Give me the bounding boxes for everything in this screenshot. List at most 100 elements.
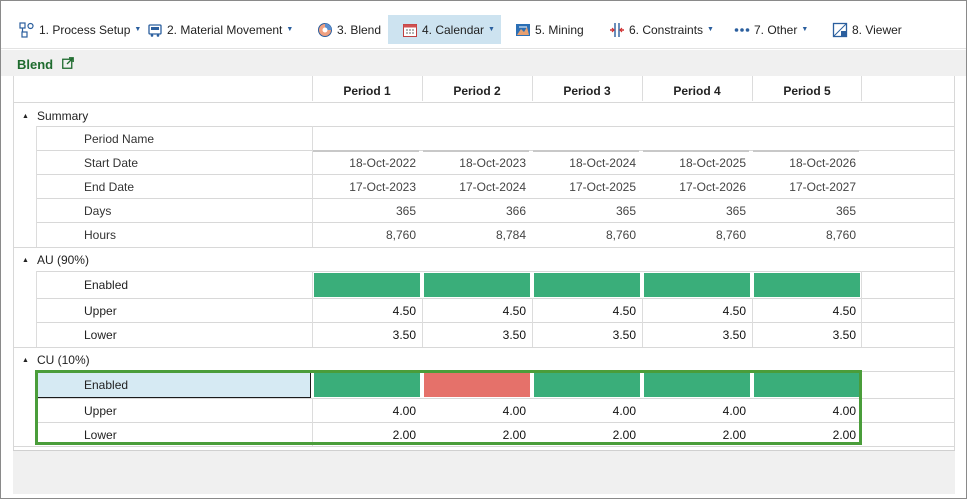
calendar-icon [402, 22, 418, 38]
cu-upper-label: Upper [84, 404, 117, 418]
start-date-cell[interactable]: 18-Oct-2023 [459, 156, 526, 170]
calendar-menu[interactable]: 4. Calendar ▼ [388, 15, 501, 44]
start-date-cell[interactable]: 18-Oct-2025 [679, 156, 746, 170]
column-divider [752, 298, 753, 347]
constraints-menu[interactable]: 6. Constraints ▼ [609, 15, 715, 44]
period-2-header[interactable]: Period 2 [453, 84, 501, 98]
selection-outline [35, 370, 862, 445]
au-lower-cell[interactable]: 3.50 [832, 328, 856, 342]
chevron-down-icon: ▼ [286, 26, 294, 33]
viewer-menu[interactable]: 8. Viewer [832, 15, 904, 44]
au-enabled-cell[interactable] [314, 273, 420, 297]
cu-lower-cell[interactable]: 2.00 [392, 428, 416, 442]
selected-row-label-cell[interactable] [36, 372, 311, 398]
row-divider [14, 102, 954, 103]
blend-menu[interactable]: 3. Blend [317, 15, 381, 44]
cu-upper-cell[interactable]: 4.00 [612, 404, 636, 418]
au-enabled-cell[interactable] [534, 273, 640, 297]
hours-cell[interactable]: 8,760 [605, 228, 636, 242]
row-divider [36, 126, 954, 127]
chevron-down-icon: ▼ [488, 26, 495, 33]
period-1-header[interactable]: Period 1 [343, 84, 391, 98]
toolbar: 1. Process Setup ▼ 2. Material Movement … [1, 1, 966, 49]
column-divider [532, 298, 533, 347]
row-divider [14, 247, 954, 248]
cu-enabled-cell[interactable] [534, 373, 640, 397]
calendar-label: 4. Calendar [422, 22, 485, 37]
row-divider [36, 322, 954, 323]
blend-grid: Period 1 Period 2 Period 3 Period 4 Peri… [13, 76, 955, 450]
au-lower-cell[interactable]: 3.50 [502, 328, 526, 342]
other-menu[interactable]: 7. Other ▼ [734, 15, 810, 44]
cell-accent [533, 150, 639, 152]
cu-enabled-cell[interactable] [754, 373, 860, 397]
cu-lower-cell[interactable]: 2.00 [832, 428, 856, 442]
cu-enabled-cell[interactable] [424, 373, 530, 397]
end-date-cell[interactable]: 17-Oct-2026 [679, 180, 746, 194]
hours-cell[interactable]: 8,760 [715, 228, 746, 242]
cu-lower-cell[interactable]: 2.00 [722, 428, 746, 442]
constraints-label: 6. Constraints [629, 22, 704, 37]
summary-group-toggle[interactable]: ▲ Summary [22, 109, 88, 123]
cu-upper-cell[interactable]: 4.00 [722, 404, 746, 418]
cu-lower-cell[interactable]: 2.00 [502, 428, 526, 442]
au-lower-cell[interactable]: 3.50 [722, 328, 746, 342]
au-upper-cell[interactable]: 4.50 [832, 304, 856, 318]
days-cell[interactable]: 365 [395, 204, 416, 218]
au-upper-cell[interactable]: 4.50 [392, 304, 416, 318]
au-lower-cell[interactable]: 3.50 [612, 328, 636, 342]
start-date-cell[interactable]: 18-Oct-2022 [349, 156, 416, 170]
end-date-cell[interactable]: 17-Oct-2023 [349, 180, 416, 194]
hours-cell[interactable]: 8,760 [825, 228, 856, 242]
column-divider [532, 76, 533, 101]
au-group-label: AU (90%) [36, 253, 89, 267]
end-date-label: End Date [84, 180, 135, 194]
cu-upper-cell[interactable]: 4.00 [832, 404, 856, 418]
cu-lower-label: Lower [84, 428, 117, 442]
au-enabled-cell[interactable] [754, 273, 860, 297]
period-5-header[interactable]: Period 5 [783, 84, 831, 98]
mining-menu[interactable]: 5. Mining [515, 15, 589, 44]
row-divider [36, 298, 954, 299]
chevron-down-icon: ▼ [134, 26, 142, 33]
cu-lower-cell[interactable]: 2.00 [612, 428, 636, 442]
column-divider [642, 298, 643, 347]
external-link-icon[interactable] [62, 57, 74, 69]
au-enabled-cell[interactable] [644, 273, 750, 297]
au-upper-cell[interactable]: 4.50 [722, 304, 746, 318]
cu-group-toggle[interactable]: ▲ CU (10%) [22, 353, 90, 367]
start-date-cell[interactable]: 18-Oct-2024 [569, 156, 636, 170]
days-cell[interactable]: 366 [505, 204, 526, 218]
column-divider [642, 76, 643, 101]
days-cell[interactable]: 365 [835, 204, 856, 218]
au-enabled-cell[interactable] [424, 273, 530, 297]
material-movement-menu[interactable]: 2. Material Movement ▼ [147, 15, 297, 44]
indent-divider [36, 271, 37, 347]
cu-enabled-cell[interactable] [644, 373, 750, 397]
period-3-header[interactable]: Period 3 [563, 84, 611, 98]
end-date-cell[interactable]: 17-Oct-2025 [569, 180, 636, 194]
cell-accent [313, 150, 419, 152]
hours-cell[interactable]: 8,784 [495, 228, 526, 242]
start-date-label: Start Date [84, 156, 139, 170]
days-cell[interactable]: 365 [725, 204, 746, 218]
material-movement-icon [147, 22, 163, 38]
cu-enabled-cell[interactable] [314, 373, 420, 397]
au-upper-cell[interactable]: 4.50 [502, 304, 526, 318]
au-group-toggle[interactable]: ▲ AU (90%) [22, 253, 89, 267]
process-setup-menu[interactable]: 1. Process Setup ▼ [19, 15, 141, 44]
cu-upper-cell[interactable]: 4.00 [502, 404, 526, 418]
column-divider [861, 76, 862, 101]
au-upper-cell[interactable]: 4.50 [612, 304, 636, 318]
period-4-header[interactable]: Period 4 [673, 84, 721, 98]
indent-divider [36, 126, 37, 247]
days-cell[interactable]: 365 [615, 204, 636, 218]
row-divider [14, 347, 954, 348]
cu-upper-cell[interactable]: 4.00 [392, 404, 416, 418]
au-lower-cell[interactable]: 3.50 [392, 328, 416, 342]
end-date-cell[interactable]: 17-Oct-2024 [459, 180, 526, 194]
hours-label: Hours [84, 228, 117, 242]
hours-cell[interactable]: 8,760 [385, 228, 416, 242]
end-date-cell[interactable]: 17-Oct-2027 [789, 180, 856, 194]
start-date-cell[interactable]: 18-Oct-2026 [789, 156, 856, 170]
